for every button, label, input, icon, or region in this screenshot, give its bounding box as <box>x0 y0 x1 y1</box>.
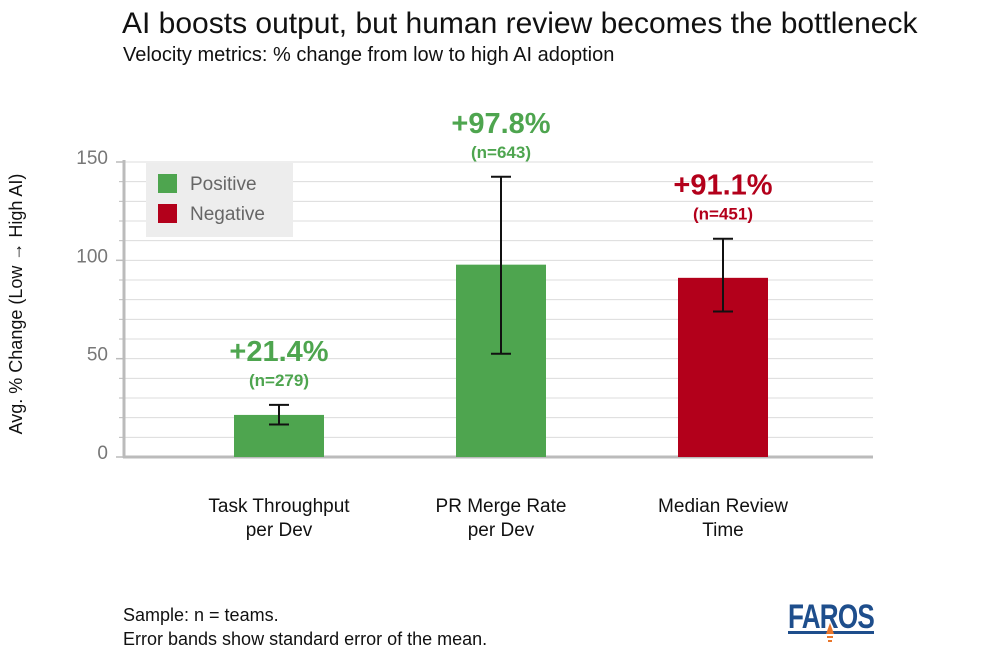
footnote-error-bands: Error bands show standard error of the m… <box>123 629 488 649</box>
y-axis-label: Avg. % Change (Low → High AI) <box>6 174 26 435</box>
legend-swatch-negative <box>158 204 177 223</box>
x-tick-label: Task Throughput <box>208 496 350 517</box>
x-tick-label: Median Review <box>658 496 788 517</box>
legend-swatch-positive <box>158 174 177 193</box>
n-label-2: (n=643) <box>471 143 531 162</box>
n-label-1: (n=279) <box>249 371 309 390</box>
chart-title: AI boosts output, but human review becom… <box>122 7 918 40</box>
x-tick-label: Time <box>702 520 744 541</box>
y-tick-label: 100 <box>76 246 108 267</box>
faros-logo: FAROS <box>788 598 875 642</box>
y-tick-label: 0 <box>97 443 108 464</box>
footnote-sample: Sample: n = teams. <box>123 605 279 625</box>
y-tick-label: 50 <box>87 345 108 366</box>
data-label-3: +91.1% <box>673 170 772 202</box>
lighthouse-icon <box>826 623 834 634</box>
x-tick-label: per Dev <box>468 520 535 541</box>
y-tick-label: 150 <box>76 148 108 169</box>
data-label-2: +97.8% <box>451 108 550 140</box>
x-tick-label: per Dev <box>246 520 313 541</box>
data-label-1: +21.4% <box>229 336 328 368</box>
legend-label-positive: Positive <box>190 174 257 195</box>
legend-label-negative: Negative <box>190 204 265 225</box>
chart-subtitle: Velocity metrics: % change from low to h… <box>123 44 615 66</box>
n-label-3: (n=451) <box>693 205 753 224</box>
x-tick-label: PR Merge Rate <box>436 496 567 517</box>
